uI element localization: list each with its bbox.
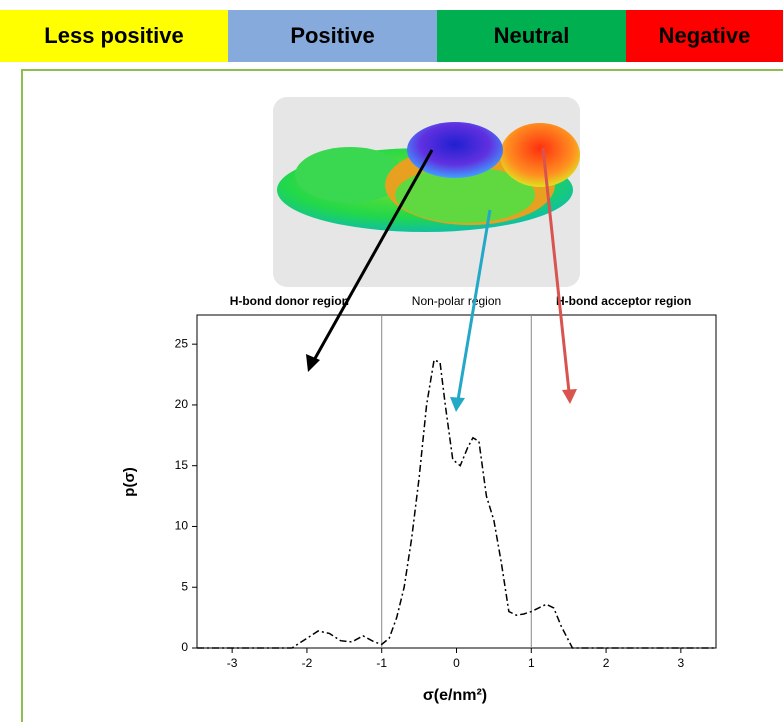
y-tick-label: 25 [175,336,189,350]
x-tick-label: 0 [453,656,460,670]
region-label: H-bond acceptor region [556,294,691,308]
frame [21,69,783,727]
x-axis-label: σ(e/nm²) [423,687,487,704]
plot-frame [196,314,717,649]
y-tick-label: 10 [175,519,189,533]
x-tick-label: 2 [603,656,610,670]
molecule-image [273,97,580,287]
arrow [456,209,492,401]
y-tick-label: 15 [175,458,189,472]
plot: p(σ) σ(e/nm²) -3 -2 -1 0 1 2 3 0 5 10 15 20 25 H-bond… [121,294,717,704]
region-label: Non-polar region [412,294,501,308]
scale-label: Less positive [44,23,183,48]
surface [395,167,535,223]
surface [295,147,405,203]
x-tick-label: -1 [376,656,387,670]
series-line [197,358,716,649]
scale-label: Neutral [494,23,570,48]
y-tick-label: 0 [181,640,188,654]
surface [500,123,580,187]
arrowhead [450,397,465,412]
y-tick-label: 5 [181,579,188,593]
x-tick-label: 1 [528,656,535,670]
scale-swatch [228,10,437,62]
y-tick-label: 20 [175,397,189,411]
y-axis-label: p(σ) [121,467,138,496]
x-tick-label: 3 [678,656,685,670]
scale-swatch [0,10,228,62]
scale-swatch [437,10,626,62]
arrowhead [306,354,320,372]
x-tick-label: -2 [302,656,313,670]
scale-label: Negative [659,23,751,48]
arrowhead [562,389,577,404]
arrow [311,149,434,363]
arrow [541,147,571,393]
scale-label: Positive [290,23,374,48]
arrows [306,147,577,412]
x-tick-label: -3 [227,656,238,670]
color-scale: Less positive Positive Neutral Negative [0,10,783,62]
region-label: H-bond donor region [230,294,349,308]
surface [407,122,503,178]
scale-swatch [626,10,783,62]
